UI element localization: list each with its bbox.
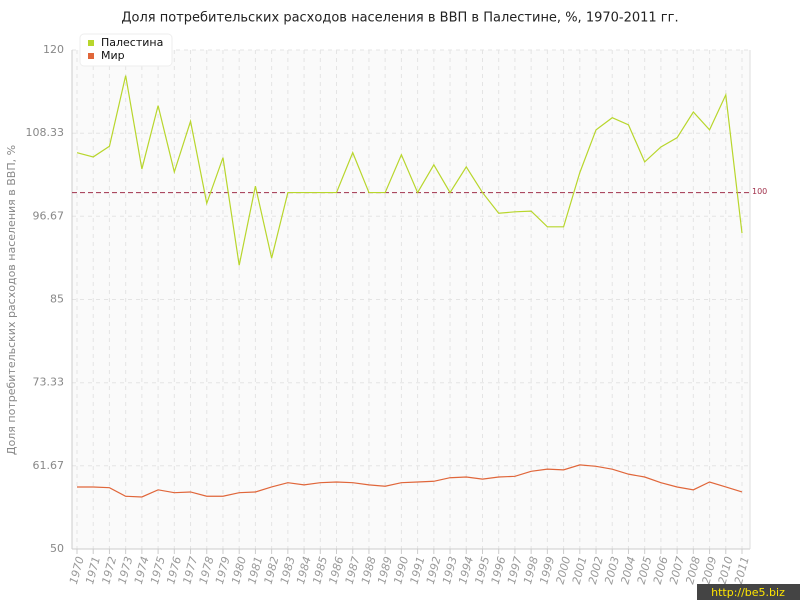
y-tick-label: 50 [50,542,64,555]
y-axis-label: Доля потребительских расходов населения … [5,145,18,455]
y-tick-label: 120 [43,43,64,56]
y-tick-label: 108.33 [26,126,65,139]
watermark: http://be5.biz [711,586,785,599]
reference-label: 100 [752,187,767,196]
legend-swatch [88,53,94,59]
watermark-box [697,584,800,600]
series-line [76,75,743,266]
chart-title: Доля потребительских расходов населения … [121,11,678,26]
y-tick-label: 61.67 [33,459,65,472]
legend-swatch [88,40,94,46]
y-tick-label: 73.33 [33,376,65,389]
legend-label: Палестина [101,36,163,49]
legend-label: Мир [101,49,125,62]
y-tick-label: 96.67 [33,209,65,222]
y-tick-label: 85 [50,293,64,306]
series-line [77,464,743,498]
legend-box [79,33,173,67]
